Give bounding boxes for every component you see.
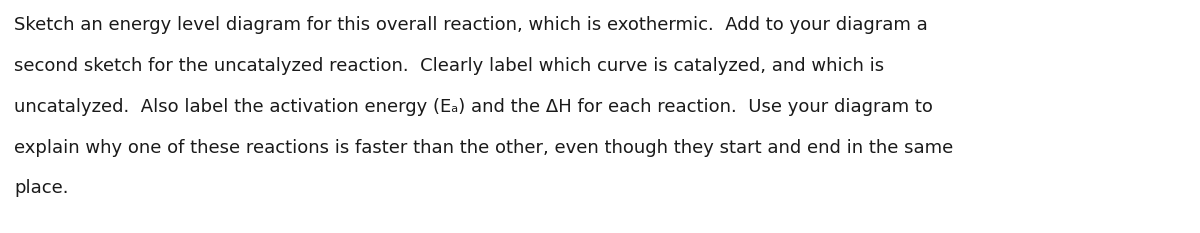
Text: place.: place. [14,179,68,197]
Text: Sketch an energy level diagram for this overall reaction, which is exothermic.  : Sketch an energy level diagram for this … [14,16,928,34]
Text: uncatalyzed.  Also label the activation energy (Eₐ) and the ΔH for each reaction: uncatalyzed. Also label the activation e… [14,98,934,116]
Text: explain why one of these reactions is faster than the other, even though they st: explain why one of these reactions is fa… [14,139,954,157]
Text: second sketch for the uncatalyzed reaction.  Clearly label which curve is cataly: second sketch for the uncatalyzed reacti… [14,57,884,75]
